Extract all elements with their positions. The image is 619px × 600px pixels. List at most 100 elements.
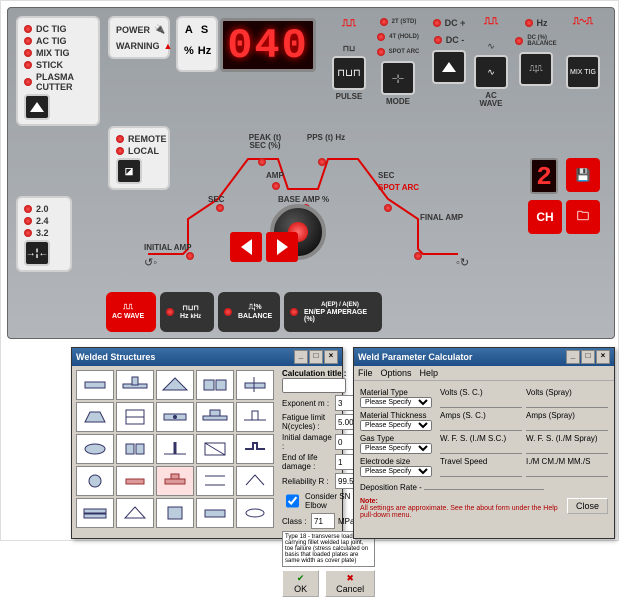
mode-up-button[interactable]	[24, 94, 50, 120]
acwave-tile[interactable]: ⎍⎍AC WAVE	[106, 292, 156, 332]
mode-stick[interactable]: STICK	[24, 60, 92, 70]
joint-cell[interactable]	[76, 498, 114, 528]
next-button[interactable]	[266, 232, 298, 262]
joint-cell[interactable]	[116, 434, 154, 464]
mode-lbl: MODE	[386, 98, 410, 106]
joint-cell[interactable]	[116, 370, 154, 400]
joint-cell[interactable]	[116, 498, 154, 528]
mode-ac-tig[interactable]: AC TIG	[24, 36, 92, 46]
open-button[interactable]: 🗀	[566, 200, 600, 234]
dc-button[interactable]	[432, 50, 466, 84]
menu-help[interactable]: Help	[420, 368, 439, 378]
mode-spot: SPOT ARC	[377, 48, 420, 56]
class-input[interactable]	[311, 513, 335, 529]
joint-cell[interactable]	[196, 370, 234, 400]
inp-d1[interactable]	[335, 454, 355, 470]
inp-d0[interactable]	[335, 434, 355, 450]
lbl-pps: PPS (t) Hz	[306, 134, 346, 142]
triangle-up-icon	[442, 62, 456, 72]
units-grid: A S % Hz	[176, 16, 218, 72]
mode-dc-tig[interactable]: DC TIG	[24, 24, 92, 34]
mode-plasma[interactable]: PLASMA CUTTER	[24, 72, 92, 92]
joint-cell[interactable]	[156, 370, 194, 400]
note-text: All settings are approximate. See the ab…	[360, 505, 561, 519]
select-3[interactable]: Please Specify	[360, 466, 432, 477]
waveform-icon: ⎍⎍	[342, 18, 356, 29]
led-icon	[24, 37, 32, 45]
col-a-label: Travel Speed	[440, 457, 522, 466]
window-title: Weld Parameter Calculator	[358, 352, 472, 362]
close-button[interactable]: ×	[596, 350, 610, 364]
elbow-check[interactable]	[286, 494, 299, 508]
prev-button[interactable]	[230, 232, 262, 262]
mixtig-button[interactable]: MIX TIG	[566, 55, 600, 89]
select-1[interactable]: Please Specify	[360, 420, 432, 431]
joint-cell[interactable]	[236, 434, 274, 464]
thk-32[interactable]: 3.2	[24, 228, 64, 238]
joint-cell[interactable]	[76, 402, 114, 432]
enep-tile[interactable]: A(EP) / A(EN)EN/EP AMPERAGE (%)	[284, 292, 382, 332]
joint-cell[interactable]	[196, 466, 234, 496]
balance-tile[interactable]: ⎍¦%BALANCE	[218, 292, 280, 332]
close-form-button[interactable]: Close	[567, 498, 608, 514]
mode-mix-tig[interactable]: MIX TIG	[24, 48, 92, 58]
check-icon: ✔	[297, 573, 305, 583]
val-b	[526, 397, 608, 408]
pulse-button[interactable]: ⊓⊔⊓	[332, 56, 366, 90]
col-dc: DC + DC -	[432, 16, 466, 84]
max-button[interactable]: □	[309, 350, 323, 364]
thk-24[interactable]: 2.4	[24, 216, 64, 226]
joint-cell[interactable]	[196, 402, 234, 432]
hz-tile[interactable]: ⊓⊔⊓Hz kHz	[160, 292, 214, 332]
joint-cell[interactable]	[156, 466, 194, 496]
joint-cell[interactable]	[156, 434, 194, 464]
row-label: Material Type	[360, 388, 436, 397]
joint-cell[interactable]	[236, 498, 274, 528]
col-b-label: I./M CM./M MM./S	[526, 457, 608, 466]
led-icon	[24, 61, 32, 69]
joint-cell[interactable]	[196, 498, 234, 528]
acwave-button[interactable]: ∿	[474, 55, 508, 89]
thickness-button[interactable]: →¦←	[24, 240, 50, 266]
joint-cell[interactable]	[236, 370, 274, 400]
ok-button[interactable]: ✔ OK	[282, 570, 319, 597]
titlebar: Welded Structures _□×	[72, 348, 342, 366]
menu-file[interactable]: File	[358, 368, 373, 378]
min-button[interactable]: _	[566, 350, 580, 364]
triangle-right-icon	[277, 239, 288, 255]
joint-cell[interactable]	[76, 370, 114, 400]
joint-grid	[72, 366, 278, 600]
col-mode: 2T (STD) 4T (HOLD) SPOT ARC ⎯¦⎯ MODE	[376, 16, 420, 106]
joint-cell[interactable]	[76, 434, 114, 464]
joint-cell[interactable]	[116, 466, 154, 496]
warning-icon: ▲	[164, 41, 173, 51]
channel-button[interactable]: CH	[528, 200, 562, 234]
thickness-group: 2.0 2.4 3.2 →¦←	[16, 196, 72, 272]
joint-cell[interactable]	[156, 402, 194, 432]
joint-cell[interactable]	[156, 498, 194, 528]
x-icon: ✖	[346, 573, 354, 583]
main-display: 040	[220, 18, 316, 72]
min-button[interactable]: _	[294, 350, 308, 364]
led-icon	[24, 78, 32, 86]
mode-button[interactable]: ⎯¦⎯	[381, 61, 415, 95]
thk-20[interactable]: 2.0	[24, 204, 64, 214]
cancel-button[interactable]: ✖ Cancel	[325, 570, 375, 597]
select-0[interactable]: Please Specify	[360, 397, 432, 408]
hz-button[interactable]: ⎍¦⎍	[519, 52, 553, 86]
col-hz: Hz DC (%) BALANCE ⎍¦⎍	[516, 16, 556, 86]
menu-options[interactable]: Options	[381, 368, 412, 378]
joint-cell[interactable]	[116, 402, 154, 432]
select-2[interactable]: Please Specify	[360, 443, 432, 454]
joint-cell[interactable]	[236, 466, 274, 496]
save-button[interactable]: 💾	[566, 158, 600, 192]
node-dot	[414, 252, 422, 260]
calc-title-input[interactable]	[282, 378, 346, 393]
col-a-label: Volts (S. C.)	[440, 388, 522, 397]
max-button[interactable]: □	[581, 350, 595, 364]
joint-cell[interactable]	[236, 402, 274, 432]
joint-cell[interactable]	[76, 466, 114, 496]
joint-cell[interactable]	[196, 434, 234, 464]
close-button[interactable]: ×	[324, 350, 338, 364]
inp-m[interactable]	[335, 395, 355, 411]
